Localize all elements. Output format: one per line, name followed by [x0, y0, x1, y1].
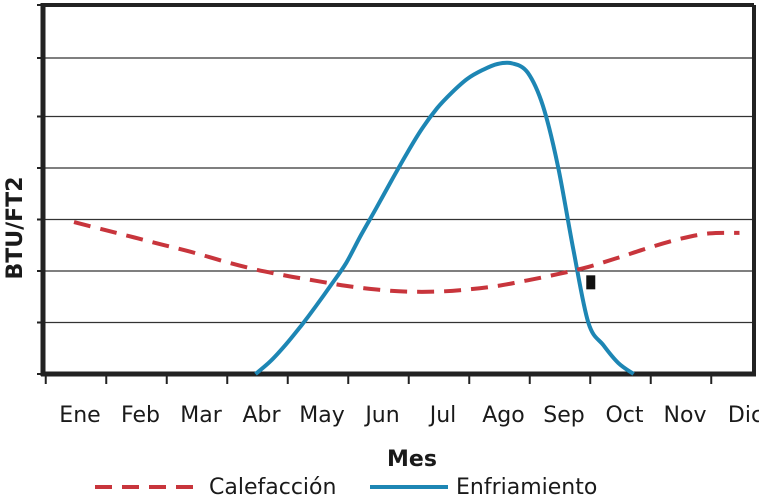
x-tick-label-ago: Ago — [482, 403, 524, 428]
gridlines — [43, 57, 754, 324]
series-lines — [73, 60, 740, 376]
x-tick-label-may: May — [299, 403, 344, 428]
legend-label-enfriamiento: Enfriamiento — [456, 475, 597, 500]
x-tick-label-oct: Oct — [605, 403, 643, 428]
markers — [586, 275, 596, 290]
x-axis-title: Mes — [387, 447, 437, 472]
x-tick-label-jul: Jul — [428, 403, 457, 428]
series-line-calefaccion — [73, 220, 740, 294]
plot-frame — [40, 3, 756, 377]
x-tick-label-mar: Mar — [180, 403, 222, 428]
y-axis-title: BTU/FT2 — [3, 176, 28, 279]
x-tick-label-nov: Nov — [664, 403, 707, 428]
series-line-enfriamiento — [254, 60, 635, 376]
x-tick-labels: Ene Feb Mar Abr May Jun Jul Ago Sep Oct Nov Dic — [59, 403, 759, 428]
y-ticks — [37, 4, 45, 375]
x-tick-label-abr: Abr — [242, 403, 281, 428]
x-ticks — [44, 372, 713, 384]
x-tick-label-ene: Ene — [59, 403, 100, 428]
x-tick-label-feb: Feb — [121, 403, 160, 428]
x-tick-label-dic: Dic — [728, 403, 759, 428]
x-tick-label-sep: Sep — [543, 403, 584, 428]
legend: Calefacción Enfriamiento — [95, 475, 597, 500]
data-marker — [586, 275, 596, 290]
x-tick-label-jun: Jun — [363, 403, 399, 428]
legend-label-calefaccion: Calefacción — [209, 475, 336, 500]
